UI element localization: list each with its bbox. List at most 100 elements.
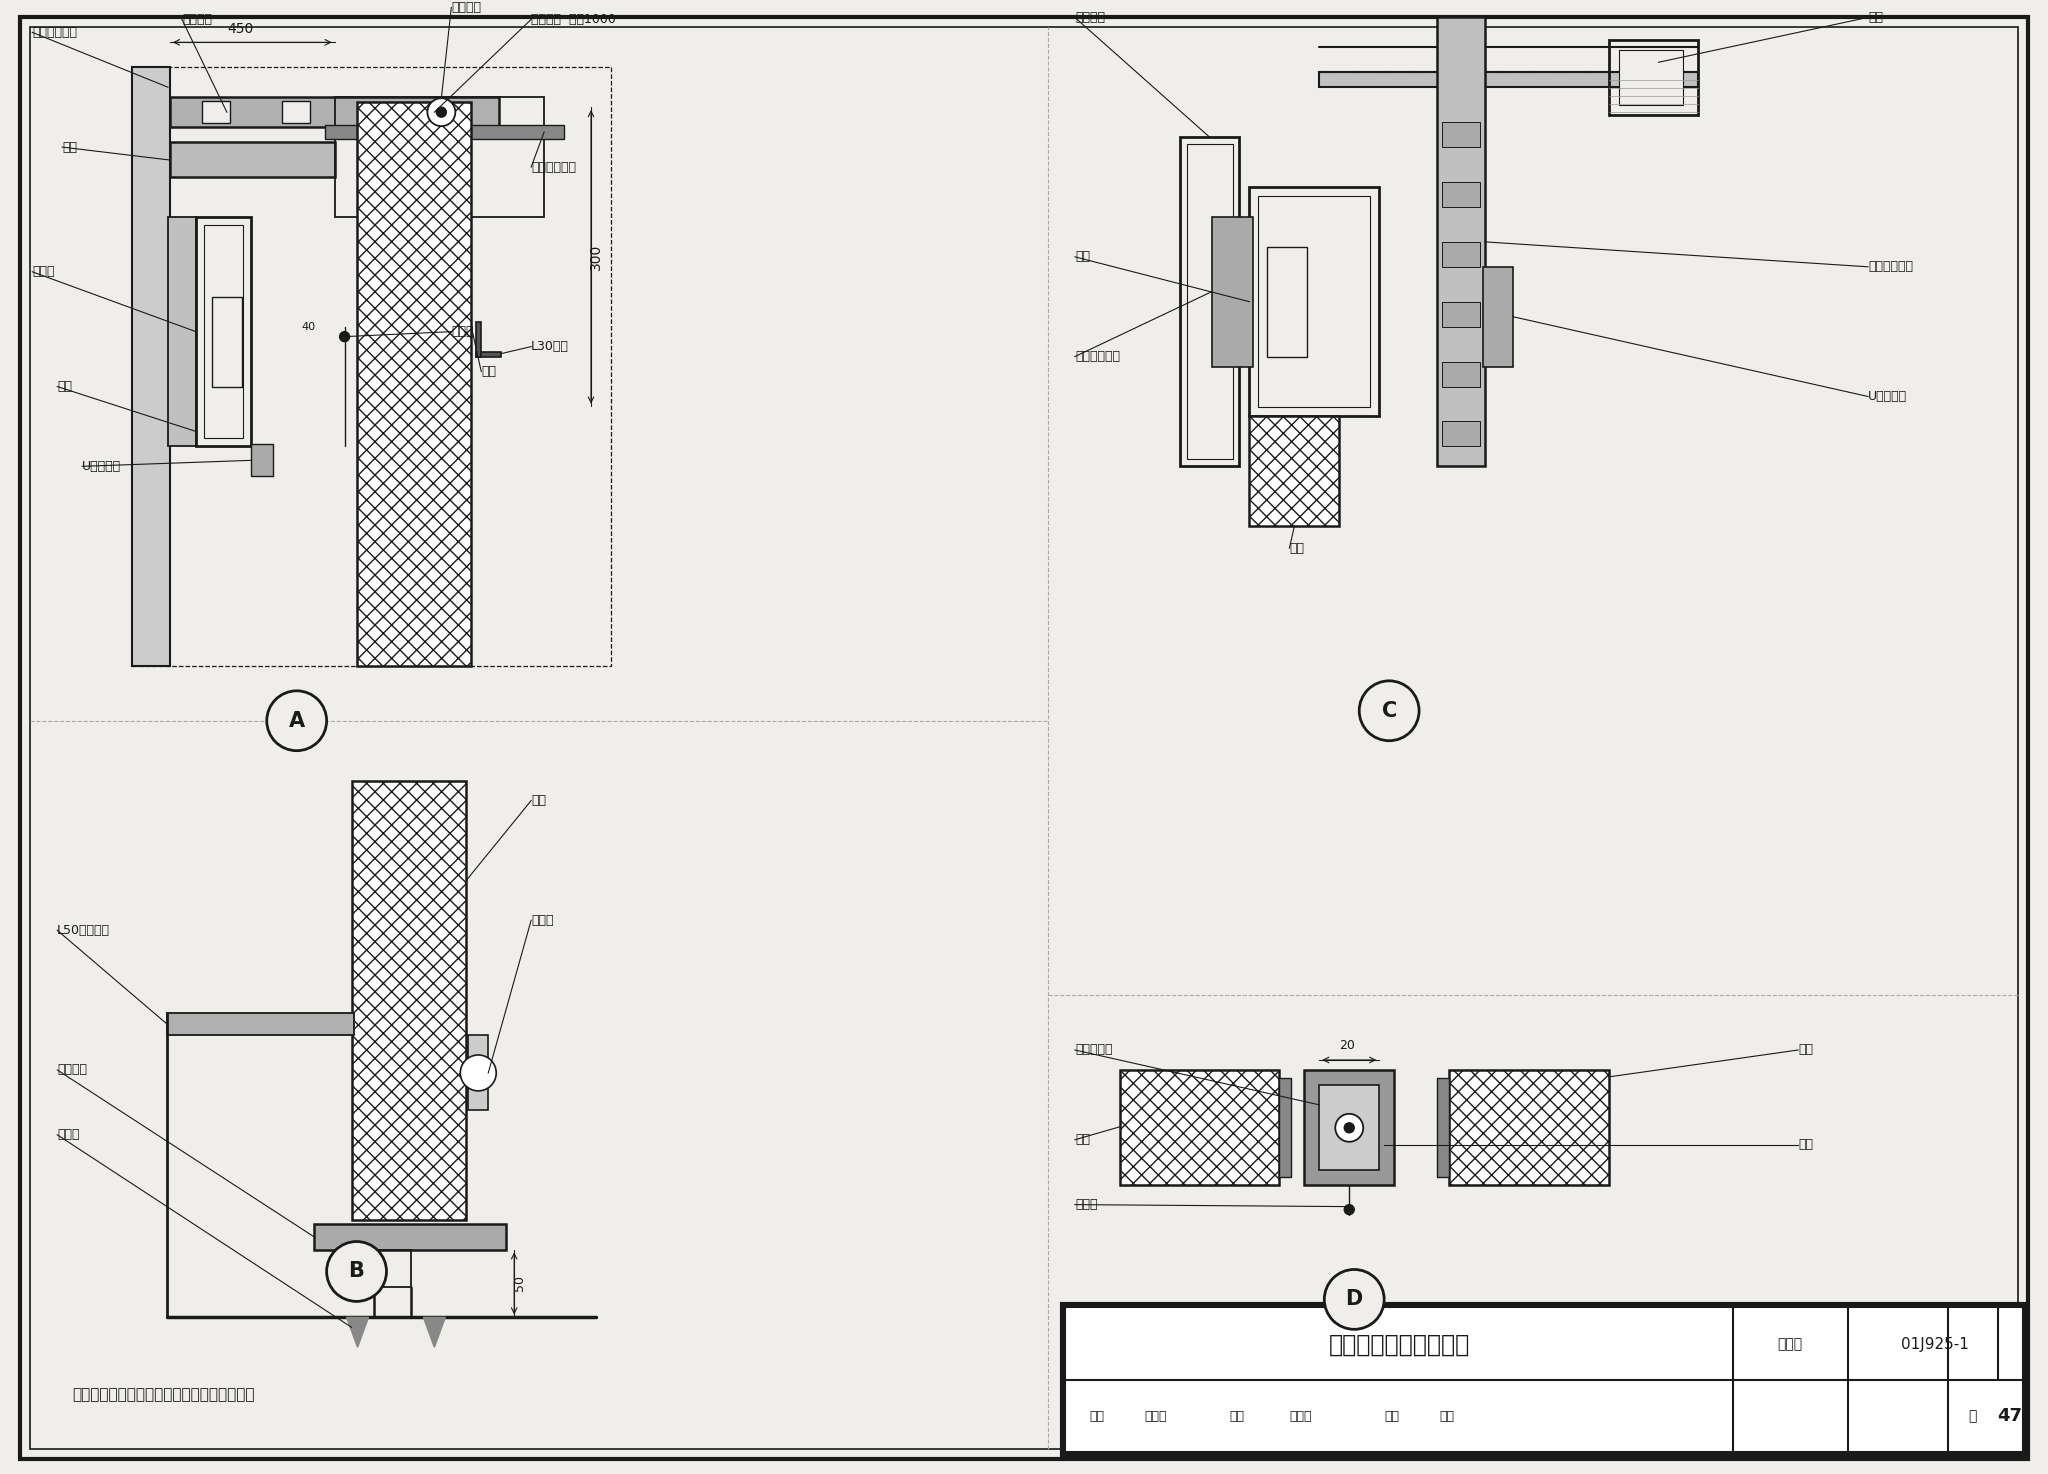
Text: 槽钢轨道: 槽钢轨道 bbox=[182, 13, 211, 27]
Text: 墙梁: 墙梁 bbox=[1868, 10, 1882, 24]
Text: 校对: 校对 bbox=[1229, 1409, 1245, 1422]
Circle shape bbox=[1325, 1269, 1384, 1330]
Bar bbox=[131, 68, 170, 666]
Text: 轨道挑梁  间距1000: 轨道挑梁 间距1000 bbox=[530, 13, 616, 27]
Circle shape bbox=[428, 99, 455, 127]
Bar bbox=[356, 102, 471, 666]
Text: 中缝密封条: 中缝密封条 bbox=[1075, 1044, 1112, 1057]
Bar bbox=[1319, 1085, 1378, 1170]
Bar bbox=[1608, 40, 1698, 115]
Text: U型密封条: U型密封条 bbox=[82, 460, 121, 473]
Bar bbox=[1249, 187, 1378, 417]
Bar bbox=[1180, 137, 1239, 466]
Text: L50角钢通长: L50角钢通长 bbox=[57, 924, 111, 937]
Bar bbox=[1065, 1307, 2023, 1452]
Bar bbox=[131, 68, 610, 666]
Bar bbox=[211, 296, 242, 386]
Circle shape bbox=[1335, 1114, 1364, 1142]
Text: 门框: 门框 bbox=[1075, 251, 1090, 264]
Bar bbox=[1442, 422, 1481, 447]
Circle shape bbox=[340, 332, 350, 342]
Bar bbox=[1063, 1304, 2025, 1455]
Text: 承重轮组: 承重轮组 bbox=[451, 1, 481, 13]
Text: 廿刁: 廿刁 bbox=[1440, 1409, 1454, 1422]
Bar bbox=[1438, 18, 1485, 466]
Bar bbox=[373, 1250, 412, 1287]
Text: 20: 20 bbox=[1339, 1039, 1356, 1052]
Circle shape bbox=[436, 108, 446, 116]
Bar bbox=[1212, 217, 1253, 367]
Text: 50: 50 bbox=[512, 1275, 526, 1291]
Text: 47: 47 bbox=[1997, 1408, 2021, 1425]
Bar bbox=[326, 125, 563, 139]
Bar bbox=[1257, 196, 1370, 407]
Text: 门扇: 门扇 bbox=[1290, 541, 1305, 554]
Text: 墙梁: 墙梁 bbox=[61, 140, 78, 153]
Text: 图集号: 图集号 bbox=[1778, 1337, 1802, 1352]
Text: B: B bbox=[348, 1262, 365, 1281]
Bar bbox=[477, 321, 481, 357]
Bar bbox=[197, 217, 250, 447]
Circle shape bbox=[1360, 681, 1419, 741]
Text: L30角钢: L30角钢 bbox=[530, 340, 569, 354]
Text: 多明弦: 多明弦 bbox=[1290, 1409, 1313, 1422]
Bar bbox=[1442, 242, 1481, 267]
Bar bbox=[1442, 181, 1481, 206]
Bar bbox=[1280, 1077, 1292, 1176]
Bar bbox=[205, 226, 244, 438]
Text: 压型钢板墙体外门详图: 压型钢板墙体外门详图 bbox=[1329, 1332, 1470, 1356]
Text: 叁比的: 叁比的 bbox=[1145, 1409, 1167, 1422]
Bar bbox=[168, 217, 197, 447]
Bar bbox=[283, 102, 309, 124]
Text: U型密封条: U型密封条 bbox=[1868, 391, 1907, 402]
Bar bbox=[1186, 144, 1233, 460]
Text: 300: 300 bbox=[590, 243, 602, 270]
Text: 门扇: 门扇 bbox=[530, 794, 547, 808]
Text: 槽钢通长: 槽钢通长 bbox=[57, 1063, 88, 1076]
Text: D: D bbox=[1346, 1290, 1362, 1309]
Circle shape bbox=[1343, 1123, 1354, 1134]
Bar bbox=[168, 1013, 354, 1035]
Text: 注：门框材料可采用槽钢、工字钢、方钢等。: 注：门框材料可采用槽钢、工字钢、方钢等。 bbox=[72, 1387, 254, 1402]
Text: 预埋件: 预埋件 bbox=[57, 1128, 80, 1141]
Bar bbox=[1268, 246, 1307, 357]
Bar bbox=[352, 781, 467, 1219]
Text: 页: 页 bbox=[1968, 1409, 1976, 1422]
Text: 40: 40 bbox=[301, 321, 315, 332]
Polygon shape bbox=[424, 1318, 444, 1347]
Text: 01J925-1: 01J925-1 bbox=[1901, 1337, 1968, 1352]
Bar bbox=[1618, 50, 1683, 105]
Text: 轨道彩板包件: 轨道彩板包件 bbox=[530, 161, 575, 174]
Text: 压型钢板墙面: 压型钢板墙面 bbox=[1868, 261, 1913, 273]
Circle shape bbox=[266, 691, 326, 750]
Bar bbox=[1442, 122, 1481, 147]
Bar bbox=[477, 352, 502, 357]
Bar bbox=[1450, 1070, 1608, 1185]
Text: 锁座: 锁座 bbox=[1798, 1138, 1812, 1151]
Bar bbox=[1438, 1077, 1450, 1176]
Bar bbox=[1483, 267, 1513, 367]
Text: 门扇: 门扇 bbox=[1075, 1134, 1090, 1147]
Text: 设计: 设计 bbox=[1384, 1409, 1399, 1422]
Circle shape bbox=[1343, 1204, 1354, 1215]
Circle shape bbox=[461, 1055, 496, 1091]
Bar bbox=[1249, 417, 1339, 526]
Text: C: C bbox=[1382, 700, 1397, 721]
Bar bbox=[1442, 302, 1481, 327]
Polygon shape bbox=[346, 1318, 369, 1347]
Text: 门扇: 门扇 bbox=[481, 366, 496, 377]
Bar bbox=[170, 142, 334, 177]
Text: 450: 450 bbox=[227, 22, 254, 37]
Text: 审核: 审核 bbox=[1090, 1409, 1104, 1422]
Bar bbox=[1319, 72, 1698, 87]
Bar bbox=[170, 97, 500, 127]
Text: 拉铆钉: 拉铆钉 bbox=[1075, 1198, 1098, 1212]
Text: 导向轮: 导向轮 bbox=[530, 914, 553, 927]
Text: 门框彩板包件: 门框彩板包件 bbox=[1075, 351, 1120, 363]
Bar bbox=[334, 97, 545, 217]
Text: 墙梁立柱: 墙梁立柱 bbox=[1075, 10, 1104, 24]
Text: 包角板: 包角板 bbox=[33, 265, 55, 279]
Text: 压型钢板墙面: 压型钢板墙面 bbox=[33, 27, 78, 38]
Text: 拉铆钉: 拉铆钉 bbox=[451, 326, 473, 338]
Bar bbox=[1305, 1070, 1395, 1185]
